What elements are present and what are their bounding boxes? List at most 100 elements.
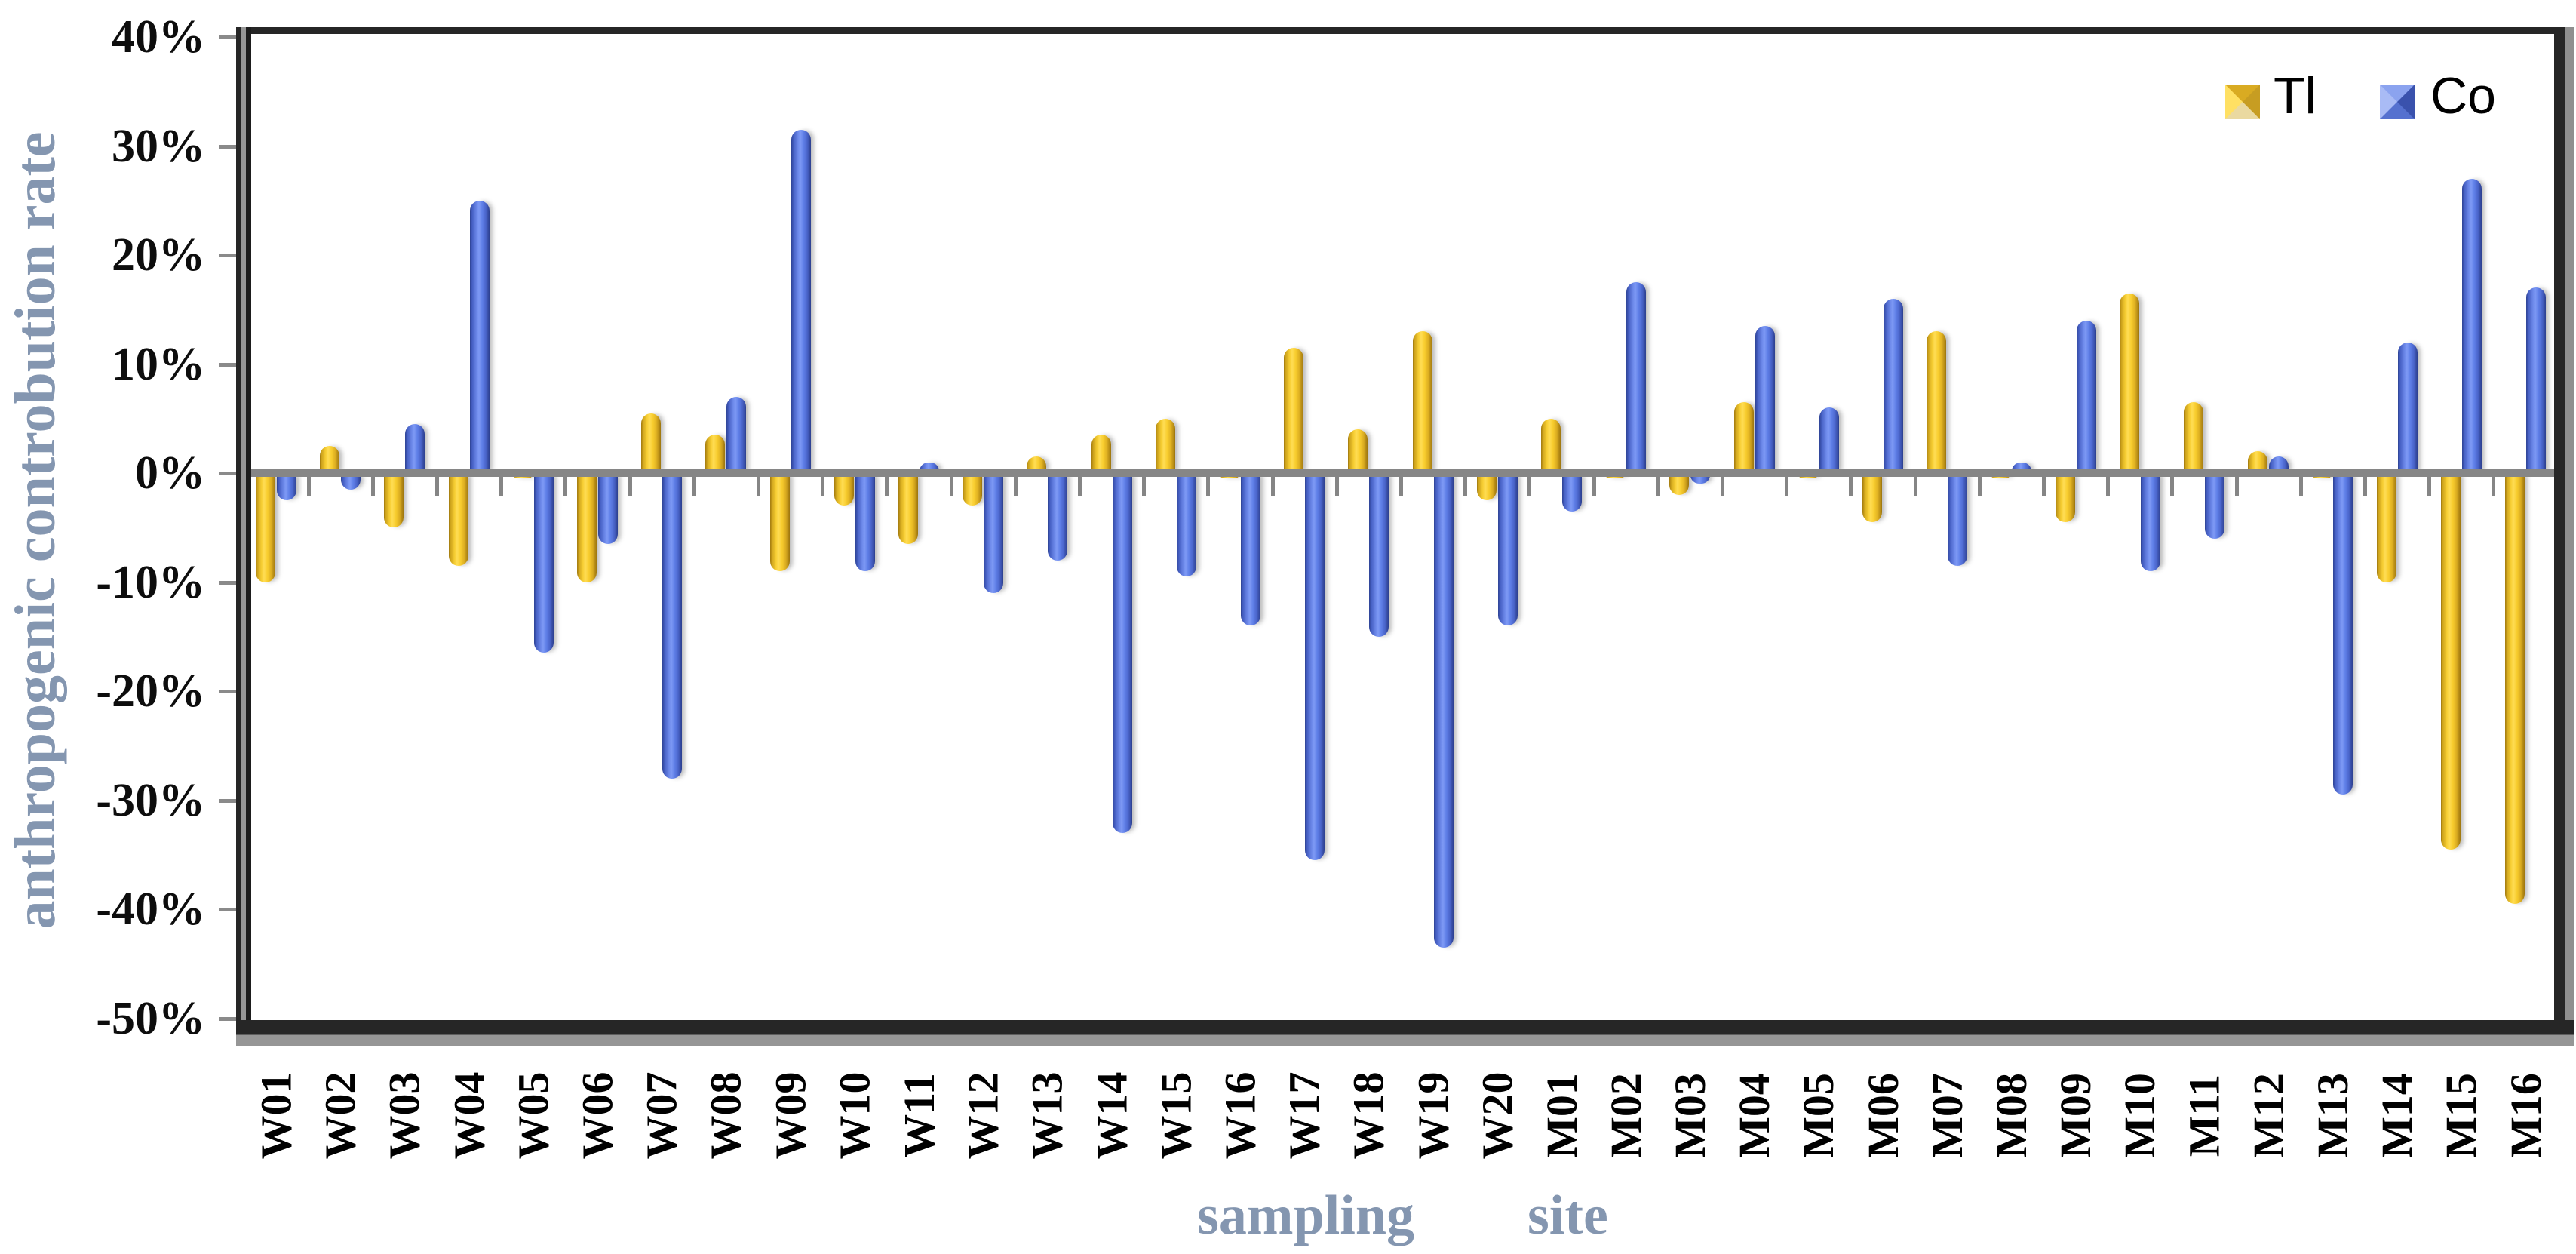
bar-tl-W01 — [256, 473, 275, 582]
y-axis-tick-label: 40% — [112, 11, 205, 63]
category-tick — [2492, 477, 2496, 496]
y-axis-tick — [219, 908, 236, 911]
bar-co-M10 — [2140, 473, 2160, 572]
bar-tl-W03 — [384, 473, 404, 528]
category-tick — [435, 477, 439, 496]
y-axis-tick — [219, 798, 236, 803]
category-tick — [499, 477, 504, 496]
category-tick — [1849, 477, 1853, 496]
bar-co-M16 — [2526, 287, 2546, 473]
bar-co-W20 — [1497, 473, 1518, 626]
bar-tl-W08 — [705, 435, 726, 473]
bar-co-W18 — [1369, 473, 1389, 637]
bar-co-W15 — [1176, 473, 1196, 577]
y-axis-title: anthropogenic controbution rate — [4, 131, 67, 930]
plot-frame-right — [2554, 27, 2574, 1046]
bar-tl-W17 — [1284, 347, 1304, 473]
bar-tl-M14 — [2376, 473, 2396, 582]
category-tick — [306, 477, 311, 496]
legend-swatch-tl-icon — [2225, 85, 2260, 119]
y-axis-tick-label: -50% — [96, 992, 205, 1044]
y-axis-tick — [219, 1016, 236, 1021]
bar-co-M05 — [1819, 407, 1839, 473]
y-axis-tick — [219, 254, 236, 257]
bar-tl-W02 — [320, 445, 340, 473]
bar-co-W08 — [726, 396, 747, 473]
bar-co-W06 — [598, 473, 618, 544]
bar-co-M15 — [2461, 178, 2482, 473]
plot-frame-top — [236, 27, 2574, 34]
category-tick — [1527, 477, 1532, 496]
x-axis-label-text: M16 — [2501, 1072, 2550, 1158]
bar-co-M04 — [1755, 325, 1775, 473]
y-axis-tick — [219, 362, 236, 367]
category-tick — [821, 477, 825, 496]
bar-co-W05 — [533, 473, 554, 653]
bar-co-W19 — [1433, 473, 1454, 948]
bar-tl-W20 — [1476, 473, 1497, 501]
y-axis-tick-label: 20% — [112, 229, 205, 281]
category-tick — [628, 477, 632, 496]
bar-tl-W18 — [1348, 429, 1368, 473]
bar-co-M06 — [1884, 298, 1903, 473]
bar-co-W10 — [855, 473, 875, 572]
category-tick — [2106, 477, 2111, 496]
bar-tl-W19 — [1412, 331, 1432, 473]
legend-label-tl: Tl — [2274, 67, 2317, 124]
bar-co-W16 — [1241, 473, 1260, 626]
category-tick — [1142, 477, 1147, 496]
bar-co-W07 — [662, 473, 683, 779]
category-tick — [1399, 477, 1403, 496]
category-tick — [757, 477, 760, 496]
category-tick — [2234, 477, 2239, 496]
x-axis-title: sampling site — [251, 1182, 2554, 1249]
y-axis-tick — [219, 690, 236, 693]
bar-tl-M15 — [2440, 473, 2461, 850]
category-tick — [2363, 477, 2367, 496]
bar-tl-M06 — [1862, 473, 1882, 523]
y-axis-tick-label: 30% — [112, 120, 205, 172]
bar-co-M01 — [1562, 473, 1582, 512]
category-tick — [949, 477, 953, 496]
bar-co-M02 — [1626, 282, 1647, 473]
bar-co-M07 — [1948, 473, 1968, 566]
bar-co-W04 — [469, 200, 490, 473]
zero-axis-line — [251, 469, 2554, 477]
category-tick — [1206, 477, 1211, 496]
y-axis-tick-label: -20% — [96, 665, 205, 717]
category-tick — [1463, 477, 1468, 496]
category-tick — [1977, 477, 1982, 496]
plot-frame-left — [236, 27, 251, 1046]
bar-co-W12 — [984, 473, 1004, 593]
bar-tl-W14 — [1091, 435, 1111, 473]
bar-tl-M01 — [1541, 418, 1561, 473]
x-axis-label: M16 — [2465, 1055, 2576, 1176]
legend-label-co: Co — [2430, 67, 2496, 124]
bar-tl-W10 — [834, 473, 854, 506]
bar-tl-M09 — [2055, 473, 2075, 523]
category-tick — [692, 477, 696, 496]
category-tick — [1270, 477, 1275, 496]
category-tick — [1013, 477, 1018, 496]
category-tick — [2298, 477, 2303, 496]
bar-tl-W11 — [898, 473, 918, 544]
bar-tl-W12 — [963, 473, 983, 506]
bar-co-W03 — [405, 423, 425, 473]
bar-tl-M04 — [1733, 402, 1754, 473]
y-axis-tick-label: -40% — [96, 884, 205, 935]
bar-tl-M07 — [1927, 331, 1947, 473]
y-axis-tick — [219, 35, 236, 39]
category-tick — [2042, 477, 2046, 496]
category-tick — [1592, 477, 1596, 496]
y-axis-tick-label: 10% — [112, 338, 205, 390]
bar-co-W13 — [1048, 473, 1068, 561]
bar-co-M14 — [2397, 342, 2418, 473]
bar-tl-W07 — [641, 413, 662, 473]
category-tick — [1334, 477, 1339, 496]
y-axis-tick-label: -30% — [96, 774, 205, 826]
bar-co-W01 — [277, 473, 296, 501]
bar-tl-W09 — [769, 473, 790, 572]
y-axis-tick — [219, 472, 236, 475]
x-axis-title-word1: sampling — [1197, 1185, 1414, 1246]
category-tick — [563, 477, 568, 496]
